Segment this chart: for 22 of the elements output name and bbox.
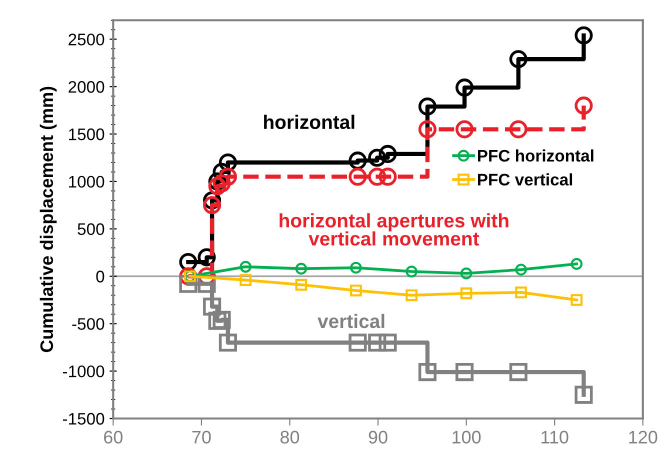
y-tick-label: 2500 [68, 34, 104, 46]
y-tick-label: -1500 [62, 412, 104, 425]
y-tick-label: 0 [96, 270, 104, 282]
y-tick-label: -1000 [62, 365, 104, 378]
x-tick-label: 80 [280, 430, 300, 444]
y-tick-label: 2000 [68, 81, 104, 93]
y-tick-label: 1000 [69, 176, 104, 188]
y-tick-label: 1500 [69, 128, 104, 140]
x-tick-label: 60 [104, 430, 123, 444]
x-tick-label: 100 [452, 430, 481, 444]
x-tick-label: 110 [542, 430, 568, 444]
series-label: horizontal [264, 114, 354, 130]
y-tick-label: -500 [72, 318, 104, 330]
y-tick-label: 500 [78, 223, 104, 236]
x-tick-label: 90 [368, 430, 388, 444]
x-tick-label: 70 [192, 430, 211, 444]
x-tick-label: 120 [629, 430, 658, 444]
y-axis-title: Cumulative displacement (mm) [40, 86, 57, 352]
legend-label: PFC vertical [478, 173, 572, 186]
legend-label: PFC horizontal [478, 149, 594, 162]
series-label: horizontal apertures with vertical movement [280, 213, 508, 246]
series-label: vertical [318, 314, 384, 328]
